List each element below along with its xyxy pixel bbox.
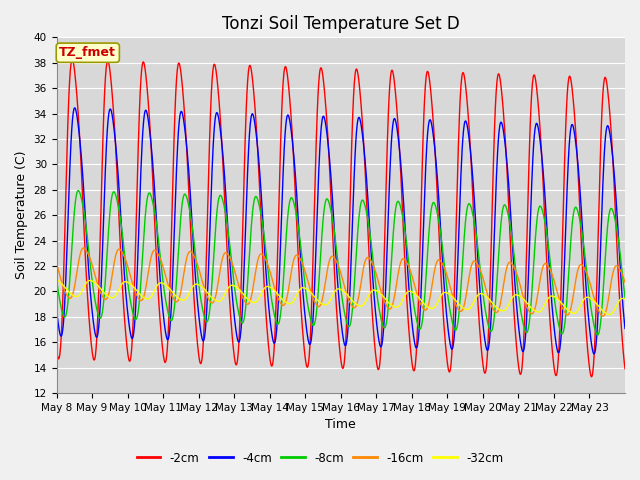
-32cm bbox=[316, 299, 323, 305]
Title: Tonzi Soil Temperature Set D: Tonzi Soil Temperature Set D bbox=[222, 15, 460, 33]
-32cm bbox=[52, 277, 60, 283]
Text: TZ_fmet: TZ_fmet bbox=[60, 46, 116, 59]
-32cm bbox=[558, 301, 566, 307]
-16cm bbox=[621, 279, 629, 285]
Line: -4cm: -4cm bbox=[56, 108, 625, 354]
-32cm bbox=[621, 296, 629, 302]
-4cm bbox=[614, 233, 622, 239]
-2cm bbox=[316, 71, 323, 77]
Line: -16cm: -16cm bbox=[56, 248, 625, 316]
-8cm bbox=[621, 295, 629, 301]
-16cm bbox=[476, 264, 483, 270]
-16cm bbox=[614, 264, 622, 270]
-16cm bbox=[599, 313, 607, 319]
-4cm bbox=[142, 108, 150, 113]
-4cm bbox=[590, 351, 598, 357]
-8cm bbox=[74, 188, 82, 193]
-32cm bbox=[475, 291, 483, 297]
Line: -8cm: -8cm bbox=[56, 191, 625, 335]
-32cm bbox=[605, 312, 613, 317]
-2cm bbox=[68, 57, 76, 62]
X-axis label: Time: Time bbox=[325, 419, 356, 432]
-32cm bbox=[326, 298, 333, 304]
-2cm bbox=[621, 366, 629, 372]
Legend: -2cm, -4cm, -8cm, -16cm, -32cm: -2cm, -4cm, -8cm, -16cm, -32cm bbox=[132, 447, 508, 469]
-2cm bbox=[52, 347, 60, 353]
-8cm bbox=[326, 204, 334, 210]
-4cm bbox=[326, 164, 334, 170]
-8cm bbox=[476, 256, 483, 262]
-16cm bbox=[52, 261, 60, 266]
-2cm bbox=[614, 273, 622, 278]
-8cm bbox=[594, 332, 602, 338]
-4cm bbox=[71, 105, 79, 111]
-16cm bbox=[326, 255, 334, 261]
-4cm bbox=[52, 307, 60, 312]
-4cm bbox=[476, 275, 483, 281]
-2cm bbox=[588, 374, 595, 380]
-16cm bbox=[559, 305, 566, 311]
Line: -2cm: -2cm bbox=[56, 60, 625, 377]
-2cm bbox=[142, 72, 150, 77]
-16cm bbox=[80, 245, 88, 251]
-2cm bbox=[326, 179, 334, 184]
-8cm bbox=[52, 276, 60, 282]
-2cm bbox=[476, 318, 483, 324]
-32cm bbox=[614, 300, 622, 306]
-4cm bbox=[559, 311, 566, 317]
-4cm bbox=[621, 325, 629, 331]
-32cm bbox=[141, 296, 149, 301]
-8cm bbox=[559, 331, 566, 336]
-8cm bbox=[142, 207, 150, 213]
-16cm bbox=[316, 303, 323, 309]
Line: -32cm: -32cm bbox=[56, 280, 625, 314]
-8cm bbox=[316, 270, 323, 276]
-2cm bbox=[559, 239, 566, 244]
Y-axis label: Soil Temperature (C): Soil Temperature (C) bbox=[15, 151, 28, 279]
-8cm bbox=[614, 236, 622, 242]
-4cm bbox=[316, 153, 323, 158]
-16cm bbox=[142, 285, 150, 291]
